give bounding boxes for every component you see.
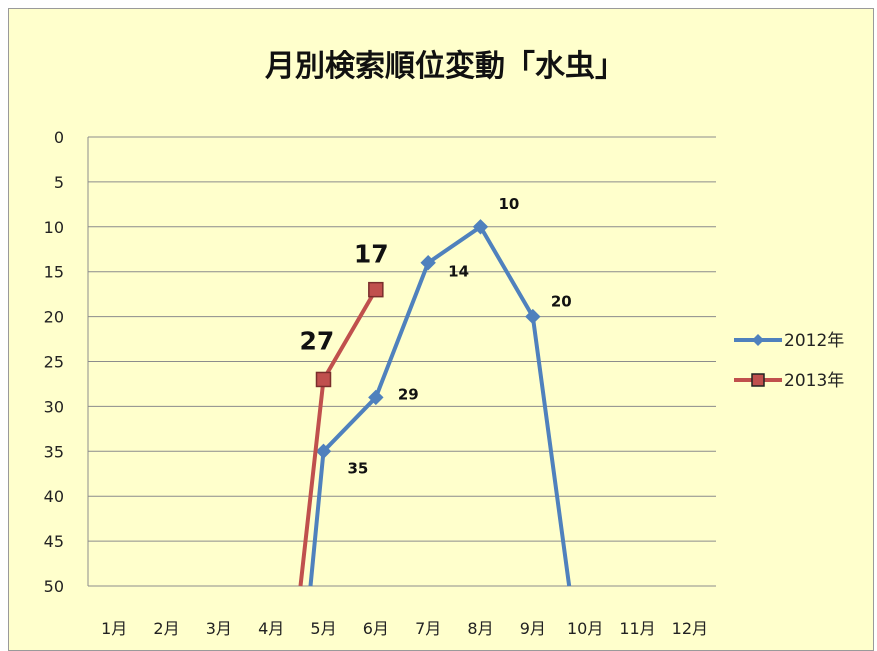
y-tick-label: 15: [44, 263, 64, 282]
x-tick-label: 7月: [415, 619, 441, 638]
legend-marker: [752, 334, 764, 346]
marker-2012: [368, 389, 384, 406]
chart-title: 月別検索順位変動「水虫」: [265, 49, 625, 84]
data-label-2012: 10: [499, 195, 520, 213]
y-tick-label: 35: [44, 442, 64, 461]
x-tick-label: 6月: [363, 619, 389, 638]
x-tick-label: 2月: [153, 619, 179, 638]
x-tick-label: 4月: [258, 619, 284, 638]
y-tick-label: 10: [44, 218, 64, 237]
legend: 2012年 2013年: [734, 331, 844, 391]
y-tick-label: 0: [54, 128, 64, 147]
x-tick-label: 1月: [101, 619, 127, 638]
legend-label: 2013年: [784, 371, 844, 391]
marker-2012: [315, 443, 332, 460]
marker-2013: [315, 371, 332, 388]
x-tick-label: 12月: [672, 619, 708, 638]
data-label-2012: 29: [398, 385, 419, 403]
data-label-2012: 35: [348, 459, 369, 477]
marker-2012: [472, 219, 489, 235]
marker-2013: [368, 281, 384, 298]
data-label-2012: 14: [448, 263, 469, 281]
x-tick-label: 10月: [567, 619, 603, 638]
y-tick-label: 30: [44, 397, 64, 416]
x-tick-label: 11月: [619, 619, 655, 638]
gridlines: [87, 136, 716, 587]
x-tick-label: 3月: [206, 619, 232, 638]
y-tick-label: 25: [44, 353, 64, 372]
y-tick-label: 40: [44, 487, 64, 506]
x-tick-label: 5月: [310, 619, 336, 638]
legend-label: 2012年: [784, 331, 844, 351]
chart-frame: [8, 8, 874, 651]
data-label-2013: 27: [300, 326, 335, 355]
x-tick-label: 8月: [467, 619, 493, 638]
marker-2012: [525, 308, 541, 325]
data-label-2012: 20: [551, 293, 572, 311]
y-tick-label: 50: [44, 577, 64, 596]
y-axis: 0 5 10 15 20 25 30 35 40 45 50: [44, 128, 64, 596]
legend-marker: [751, 373, 765, 387]
data-label-2013: 17: [354, 240, 389, 269]
x-tick-label: 9月: [520, 619, 546, 638]
y-tick-label: 5: [54, 173, 64, 192]
series-group: 35 29 14 10 20 27 17: [298, 195, 572, 587]
marker-2012: [420, 255, 436, 271]
x-axis: 1月 2月 3月 4月 5月 6月 7月 8月 9月 10月 11月 12月: [101, 619, 708, 638]
y-tick-label: 20: [44, 308, 64, 327]
y-tick-label: 45: [44, 532, 64, 551]
